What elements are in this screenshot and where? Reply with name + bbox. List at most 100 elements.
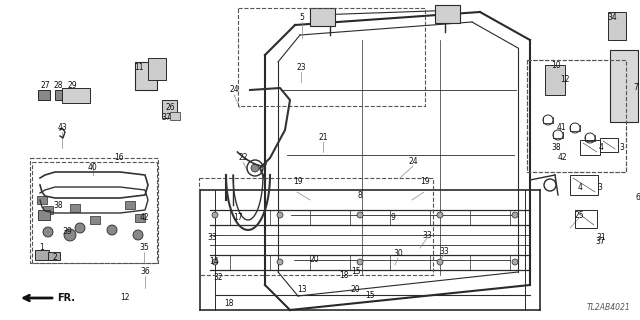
Bar bbox=[38, 90, 50, 100]
Text: 42: 42 bbox=[139, 213, 149, 222]
Text: 37: 37 bbox=[595, 236, 605, 245]
Text: 21: 21 bbox=[318, 133, 328, 142]
Text: 1: 1 bbox=[40, 244, 44, 252]
Text: 27: 27 bbox=[40, 81, 50, 90]
Text: 10: 10 bbox=[551, 60, 561, 69]
Text: 25: 25 bbox=[574, 211, 584, 220]
Bar bbox=[608, 12, 626, 40]
Text: 17: 17 bbox=[233, 213, 243, 222]
Text: 16: 16 bbox=[114, 154, 124, 163]
Circle shape bbox=[357, 212, 363, 218]
Text: 22: 22 bbox=[238, 154, 248, 163]
Bar bbox=[38, 210, 50, 220]
Text: 26: 26 bbox=[165, 103, 175, 113]
Text: 18: 18 bbox=[224, 300, 234, 308]
Text: 33: 33 bbox=[422, 230, 432, 239]
Bar bbox=[162, 100, 177, 118]
Bar bbox=[55, 90, 67, 100]
Text: 34: 34 bbox=[607, 13, 617, 22]
Circle shape bbox=[357, 259, 363, 265]
Text: 4: 4 bbox=[577, 183, 582, 193]
Bar bbox=[435, 5, 460, 23]
Text: 33: 33 bbox=[207, 234, 217, 243]
Text: 41: 41 bbox=[556, 124, 566, 132]
Bar bbox=[62, 88, 90, 103]
Text: 9: 9 bbox=[390, 213, 396, 222]
Bar bbox=[48, 252, 60, 260]
Circle shape bbox=[277, 259, 283, 265]
Text: 43: 43 bbox=[57, 124, 67, 132]
Circle shape bbox=[43, 227, 53, 237]
Bar bbox=[580, 140, 600, 155]
Text: 15: 15 bbox=[351, 268, 361, 276]
Text: 39: 39 bbox=[62, 228, 72, 236]
Text: 12: 12 bbox=[120, 293, 130, 302]
Bar bbox=[37, 196, 47, 204]
Bar bbox=[575, 210, 597, 228]
Bar bbox=[545, 65, 565, 95]
Circle shape bbox=[437, 212, 443, 218]
Bar bbox=[610, 50, 638, 122]
Bar bbox=[310, 8, 335, 26]
Text: 4: 4 bbox=[598, 143, 604, 153]
Text: 3: 3 bbox=[598, 183, 602, 193]
Text: 40: 40 bbox=[88, 164, 98, 172]
Circle shape bbox=[75, 223, 85, 233]
Bar bbox=[570, 175, 598, 195]
Text: 14: 14 bbox=[209, 258, 219, 267]
Bar bbox=[135, 214, 145, 222]
Text: 2: 2 bbox=[52, 253, 58, 262]
Circle shape bbox=[512, 212, 518, 218]
Text: 5: 5 bbox=[300, 13, 305, 22]
Text: 7: 7 bbox=[634, 84, 639, 92]
Text: 3: 3 bbox=[620, 143, 625, 153]
Text: 6: 6 bbox=[636, 194, 640, 203]
Bar bbox=[125, 201, 135, 209]
Circle shape bbox=[212, 212, 218, 218]
Text: 35: 35 bbox=[139, 244, 149, 252]
Text: 11: 11 bbox=[134, 63, 144, 73]
Text: 37: 37 bbox=[161, 114, 171, 123]
Text: 32: 32 bbox=[213, 274, 223, 283]
Text: 20: 20 bbox=[350, 285, 360, 294]
Text: 36: 36 bbox=[140, 268, 150, 276]
Bar bbox=[70, 204, 80, 212]
Text: 8: 8 bbox=[358, 191, 362, 201]
Circle shape bbox=[107, 225, 117, 235]
Text: 19: 19 bbox=[293, 178, 303, 187]
Bar bbox=[170, 112, 180, 120]
Text: 42: 42 bbox=[557, 154, 567, 163]
Text: TL2AB4021: TL2AB4021 bbox=[586, 303, 630, 312]
Circle shape bbox=[437, 259, 443, 265]
Text: 20: 20 bbox=[309, 255, 319, 265]
Text: 33: 33 bbox=[439, 247, 449, 257]
Text: 12: 12 bbox=[560, 76, 570, 84]
Bar bbox=[600, 138, 618, 152]
Text: 38: 38 bbox=[53, 201, 63, 210]
Circle shape bbox=[64, 229, 76, 241]
Text: 24: 24 bbox=[229, 85, 239, 94]
Circle shape bbox=[251, 164, 259, 172]
Text: 28: 28 bbox=[53, 81, 63, 90]
Text: 15: 15 bbox=[365, 291, 375, 300]
Text: 24: 24 bbox=[408, 157, 418, 166]
Bar bbox=[199, 178, 433, 275]
Text: 19: 19 bbox=[420, 178, 430, 187]
Circle shape bbox=[212, 259, 218, 265]
Bar bbox=[527, 60, 626, 172]
Bar bbox=[238, 8, 425, 106]
Bar bbox=[90, 216, 100, 224]
Text: 18: 18 bbox=[339, 270, 349, 279]
Text: 13: 13 bbox=[297, 285, 307, 294]
Bar bbox=[148, 58, 166, 80]
Text: 29: 29 bbox=[67, 81, 77, 90]
Bar bbox=[43, 206, 53, 214]
Text: 38: 38 bbox=[551, 143, 561, 153]
Circle shape bbox=[133, 230, 143, 240]
Text: 31: 31 bbox=[596, 234, 606, 243]
Text: 23: 23 bbox=[296, 63, 306, 73]
Circle shape bbox=[277, 212, 283, 218]
Bar bbox=[135, 62, 157, 90]
Text: 30: 30 bbox=[393, 249, 403, 258]
Bar bbox=[35, 250, 49, 260]
